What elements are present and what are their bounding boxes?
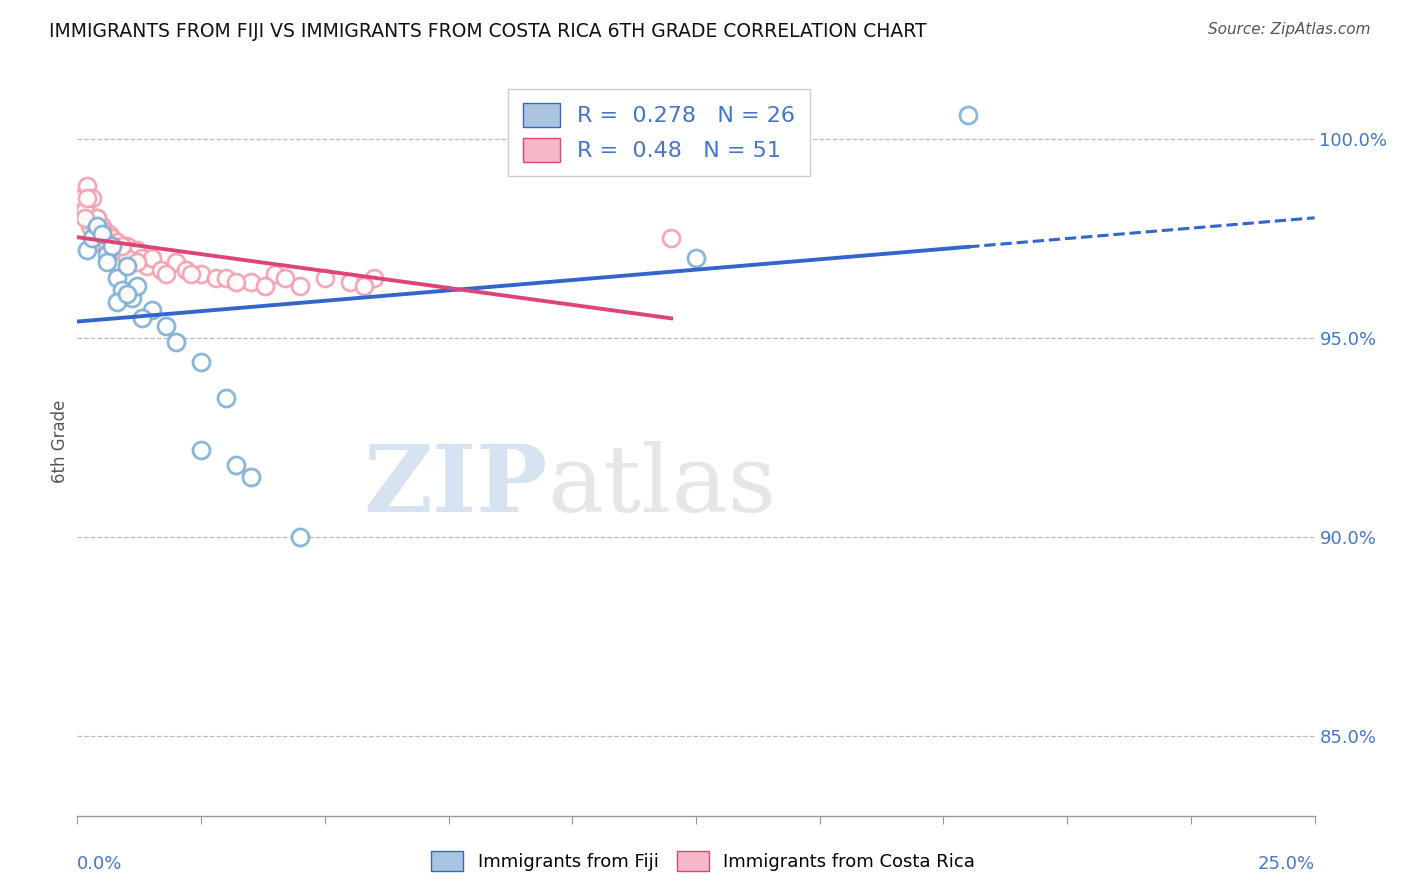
Point — [141, 251, 163, 265]
Point — [274, 271, 297, 285]
Point — [353, 279, 375, 293]
Point — [141, 303, 163, 318]
Point — [96, 247, 118, 261]
Point — [121, 291, 143, 305]
Point — [86, 211, 108, 226]
Point — [96, 239, 118, 253]
Point — [76, 191, 98, 205]
Point — [155, 267, 177, 281]
Text: 0.0%: 0.0% — [77, 855, 122, 873]
Point — [76, 244, 98, 258]
Point — [93, 231, 115, 245]
Point — [101, 231, 124, 245]
Point — [105, 295, 128, 310]
Point — [363, 271, 385, 285]
Point — [180, 267, 202, 281]
Point — [155, 318, 177, 333]
Point — [103, 239, 125, 253]
Point — [957, 108, 980, 122]
Point — [121, 247, 143, 261]
Point — [150, 263, 173, 277]
Point — [115, 239, 138, 253]
Point — [314, 271, 336, 285]
Point — [105, 244, 128, 258]
Point — [91, 227, 114, 242]
Point — [73, 211, 96, 226]
Point — [82, 215, 104, 229]
Point — [131, 251, 153, 265]
Point — [125, 255, 148, 269]
Text: atlas: atlas — [547, 442, 776, 532]
Point — [254, 279, 277, 293]
Point — [339, 275, 361, 289]
Point — [264, 267, 287, 281]
Point — [115, 259, 138, 273]
Point — [91, 223, 114, 237]
Point — [239, 470, 262, 484]
Point — [215, 271, 238, 285]
Legend: R =  0.278   N = 26, R =  0.48   N = 51: R = 0.278 N = 26, R = 0.48 N = 51 — [508, 88, 810, 177]
Point — [115, 251, 138, 265]
Point — [98, 227, 121, 242]
Point — [111, 239, 134, 253]
Point — [288, 279, 311, 293]
Point — [91, 219, 114, 234]
Point — [101, 239, 124, 253]
Point — [96, 235, 118, 250]
Point — [288, 530, 311, 544]
Point — [115, 287, 138, 301]
Point — [111, 283, 134, 297]
Point — [125, 279, 148, 293]
Point — [82, 191, 104, 205]
Point — [111, 244, 134, 258]
Point — [165, 334, 187, 349]
Point — [125, 244, 148, 258]
Text: ZIP: ZIP — [363, 442, 547, 532]
Point — [79, 219, 101, 234]
Point — [135, 259, 157, 273]
Point — [190, 355, 212, 369]
Y-axis label: 6th Grade: 6th Grade — [51, 400, 69, 483]
Point — [239, 275, 262, 289]
Text: 25.0%: 25.0% — [1257, 855, 1315, 873]
Point — [83, 231, 105, 245]
Point — [225, 458, 247, 473]
Point — [685, 251, 707, 265]
Point — [73, 203, 96, 218]
Point — [190, 442, 212, 457]
Point — [659, 231, 682, 245]
Point — [165, 255, 187, 269]
Point — [174, 263, 197, 277]
Point — [86, 219, 108, 234]
Point — [205, 271, 228, 285]
Point — [215, 391, 238, 405]
Point — [82, 231, 104, 245]
Point — [76, 179, 98, 194]
Point — [105, 235, 128, 250]
Point — [131, 310, 153, 325]
Point — [96, 255, 118, 269]
Text: IMMIGRANTS FROM FIJI VS IMMIGRANTS FROM COSTA RICA 6TH GRADE CORRELATION CHART: IMMIGRANTS FROM FIJI VS IMMIGRANTS FROM … — [49, 22, 927, 41]
Point — [105, 271, 128, 285]
Point — [86, 211, 108, 226]
Point — [89, 235, 111, 250]
Text: Source: ZipAtlas.com: Source: ZipAtlas.com — [1208, 22, 1371, 37]
Point — [72, 191, 94, 205]
Legend: Immigrants from Fiji, Immigrants from Costa Rica: Immigrants from Fiji, Immigrants from Co… — [423, 844, 983, 879]
Point — [190, 267, 212, 281]
Point — [225, 275, 247, 289]
